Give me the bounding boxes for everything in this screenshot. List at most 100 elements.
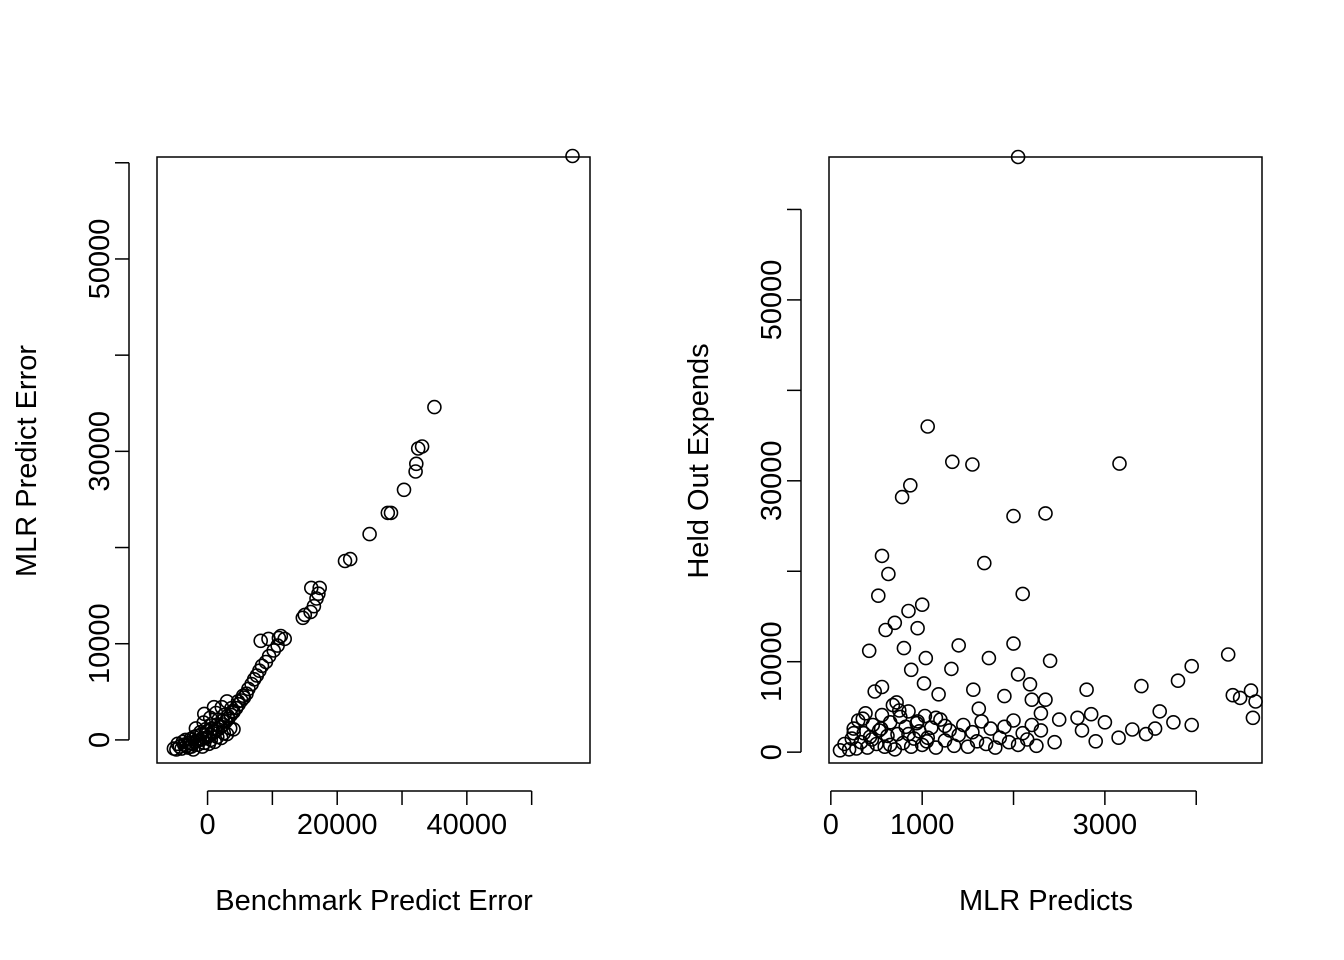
data-point [920,419,936,434]
data-point [396,482,412,498]
data-point [873,721,889,736]
y-tick-label: 50000 [756,260,788,341]
data-point [901,726,916,742]
data-point [1225,687,1241,703]
data-point [1038,692,1053,708]
data-point [195,739,210,754]
data-point [1010,667,1026,682]
data-point [1047,734,1062,750]
data-point [914,597,930,613]
data-point [1024,692,1040,708]
data-point [974,714,989,729]
data-point [867,684,883,699]
data-point [981,650,997,666]
data-point [277,631,293,647]
x-tick-label: 20000 [297,809,378,841]
data-point [965,724,980,740]
plot-frame [828,156,1263,764]
left-x-axis-label: Benchmark Predict Error [215,885,533,917]
data-point [383,505,399,521]
data-point [841,742,857,757]
data-point [1152,704,1167,719]
data-point [1083,706,1099,722]
data-point [971,701,987,717]
data-point [1088,733,1103,749]
data-point [997,688,1012,704]
data-point [226,721,241,737]
data-point [882,737,898,753]
x-tick-label: 1000 [890,809,955,841]
x-tick-label: 40000 [427,809,508,841]
data-point [916,676,932,691]
data-point [1184,658,1199,674]
x-tick-label: 0 [823,809,839,841]
data-point [201,736,217,752]
data-point [1248,694,1263,709]
data-point [565,148,580,164]
data-point [254,658,270,674]
data-point [942,723,957,738]
data-point [951,638,967,653]
data-point [1245,710,1261,726]
data-point [1010,149,1026,165]
data-point [987,740,1003,755]
data-point [1015,586,1031,602]
data-point [944,661,959,677]
data-point [874,679,890,695]
data-point [878,622,893,638]
data-point [903,662,919,678]
data-point [917,708,933,724]
data-point [1033,705,1049,721]
data-point [1097,714,1113,730]
y-tick-label: 10000 [84,603,116,684]
data-point [1232,690,1248,706]
y-tick-label: 30000 [756,440,788,521]
data-point [919,733,935,749]
data-point [937,718,953,734]
data-point [303,580,319,596]
y-tick-label: 0 [756,744,788,760]
data-point [1112,456,1127,471]
data-point [965,457,980,472]
right-y-axis-label: Held Out Expends [683,343,715,578]
data-point [910,620,925,636]
data-point [342,551,358,567]
data-point [901,603,916,619]
data-point [969,733,985,749]
data-point [846,725,862,741]
data-point [955,717,971,733]
data-point [874,707,890,723]
data-point [944,454,960,470]
data-point [1042,653,1058,669]
data-point [997,719,1012,735]
data-point [170,736,185,752]
data-point [408,456,424,472]
data-point [874,548,890,564]
data-point [253,633,269,649]
data-point [1070,710,1085,726]
plot-frame [156,156,591,764]
data-point [983,721,999,736]
data-point [889,695,904,710]
data-point [186,742,201,757]
data-point [894,489,910,505]
data-point [965,682,981,698]
data-point [931,686,946,702]
data-point [1006,636,1021,651]
data-point [1138,726,1154,742]
data-point [206,699,222,715]
data-point [1134,678,1149,694]
x-tick-label: 3000 [1073,809,1138,841]
data-point [918,650,934,666]
left-scatter-panel: Benchmark Predict Error MLR Predict Erro… [11,148,591,917]
data-point [414,439,430,454]
data-point [902,477,918,493]
data-point [380,505,396,521]
data-point [306,598,322,614]
x-tick-label: 0 [199,809,215,841]
data-point [928,740,944,755]
data-point [1220,647,1236,662]
data-point [362,526,377,542]
data-point [427,399,442,415]
data-point [887,615,903,631]
